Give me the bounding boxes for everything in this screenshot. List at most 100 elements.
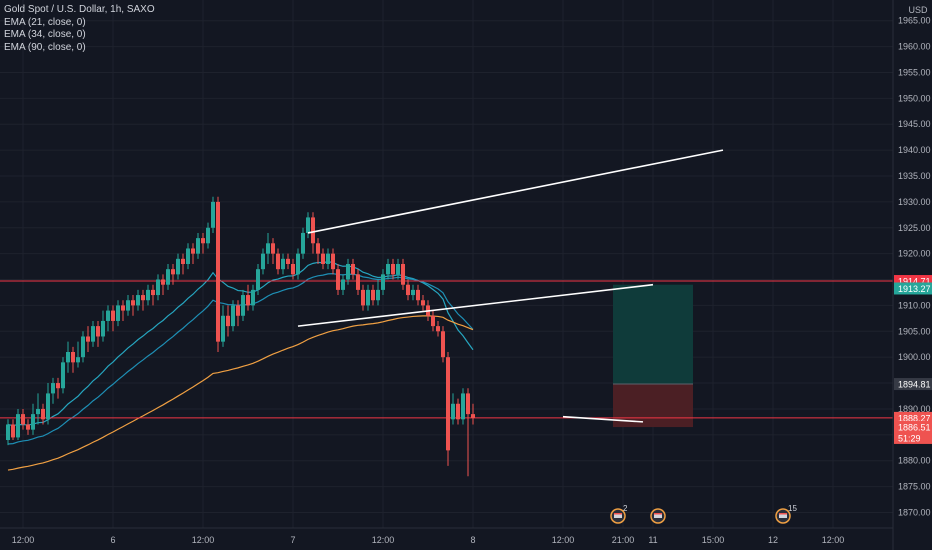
trendline	[562, 415, 644, 423]
candle-body	[161, 279, 165, 285]
candle-body	[96, 326, 100, 337]
candle-body	[226, 315, 230, 327]
candle-body	[351, 264, 355, 275]
candle-body	[401, 264, 405, 285]
x-tick-label: 8	[470, 535, 475, 545]
candle-body	[396, 264, 400, 275]
chart-legend: Gold Spot / U.S. Dollar, 1h, SAXO EMA (2…	[4, 4, 155, 54]
y-tick-label: 1905.00	[898, 326, 931, 336]
candle-body	[356, 274, 360, 290]
candle-body	[171, 269, 175, 275]
x-tick-label: 12:00	[372, 535, 395, 545]
candle-body	[386, 264, 390, 275]
x-tick-label: 12:00	[822, 535, 845, 545]
candle-body	[326, 253, 330, 264]
candle-body	[241, 295, 245, 316]
candle-body	[341, 279, 345, 290]
trendline	[307, 149, 724, 234]
candle-body	[6, 424, 10, 440]
symbol-title: Gold Spot / U.S. Dollar, 1h, SAXO	[4, 4, 155, 15]
price-label-box	[894, 421, 932, 434]
candle-body	[471, 414, 475, 418]
candle-body	[196, 238, 200, 254]
candle-body	[46, 393, 50, 420]
event-badge: 2	[623, 504, 628, 513]
candle-body	[421, 300, 425, 306]
candle-body	[216, 201, 220, 342]
candle-body	[376, 289, 380, 301]
x-tick-label: 7	[290, 535, 295, 545]
candle-body	[416, 289, 420, 301]
ema-21-line	[7, 261, 474, 427]
currency-label: USD	[908, 5, 928, 15]
candle-body	[136, 295, 140, 306]
candle-body	[256, 269, 260, 290]
candle-body	[361, 289, 365, 306]
target-zone	[613, 284, 693, 385]
candle-body	[191, 248, 195, 254]
candle-body	[211, 201, 215, 228]
candle-body	[291, 264, 295, 275]
candle-body	[336, 269, 340, 290]
candle-body	[221, 315, 225, 342]
candle-body	[181, 258, 185, 264]
candle-body	[166, 269, 170, 285]
y-tick-label: 1870.00	[898, 507, 931, 517]
candle-body	[321, 253, 325, 264]
ema-34-line	[7, 273, 474, 445]
x-tick-label: 12:00	[192, 535, 215, 545]
x-tick-label: 21:00	[612, 535, 635, 545]
candle-body	[151, 289, 155, 296]
price-label-text: 51:29	[898, 433, 921, 443]
flag-stripe	[654, 513, 662, 515]
candle-body	[61, 362, 65, 389]
candle-body	[206, 227, 210, 244]
candle-body	[261, 253, 265, 270]
candle-body	[461, 393, 465, 420]
y-tick-label: 1880.00	[898, 456, 931, 466]
price-label-box	[894, 378, 932, 391]
candle-body	[411, 289, 415, 296]
flag-stripe	[614, 513, 622, 515]
y-tick-label: 1910.00	[898, 300, 931, 310]
candle-body	[466, 393, 470, 415]
price-label-box	[894, 282, 932, 295]
price-axis-background	[893, 0, 932, 550]
y-tick-label: 1930.00	[898, 197, 931, 207]
candle-body	[391, 264, 395, 275]
candle-body	[201, 238, 205, 244]
candle-body	[381, 274, 385, 290]
candle-body	[31, 414, 35, 430]
y-tick-label: 1925.00	[898, 223, 931, 233]
price-label-text: 1914.71	[898, 277, 931, 287]
candle-body	[281, 258, 285, 270]
price-label-box	[894, 431, 932, 444]
candle-body	[266, 243, 270, 254]
x-tick-label: 11	[648, 535, 657, 545]
x-tick-label: 15:00	[702, 535, 725, 545]
candle-body	[11, 424, 15, 438]
candle-body	[276, 253, 280, 270]
candle-body	[231, 305, 235, 327]
candle-body	[286, 258, 290, 264]
flag-stripe	[779, 513, 787, 515]
flag-icon	[779, 513, 787, 518]
y-tick-label: 1955.00	[898, 67, 931, 77]
candle-body	[56, 383, 60, 389]
candle-body	[306, 217, 310, 233]
candle-body	[176, 258, 180, 275]
candle-body	[366, 289, 370, 306]
price-label-text: 1888.27	[898, 413, 931, 423]
candle-body	[186, 248, 190, 264]
y-tick-label: 1940.00	[898, 145, 931, 155]
candle-body	[236, 305, 240, 316]
candle-body	[76, 357, 80, 363]
candle-body	[156, 279, 160, 296]
candle-body	[71, 352, 75, 363]
candle-body	[116, 305, 120, 321]
y-tick-label: 1965.00	[898, 16, 931, 26]
candle-body	[431, 315, 435, 327]
candle-body	[16, 414, 20, 438]
